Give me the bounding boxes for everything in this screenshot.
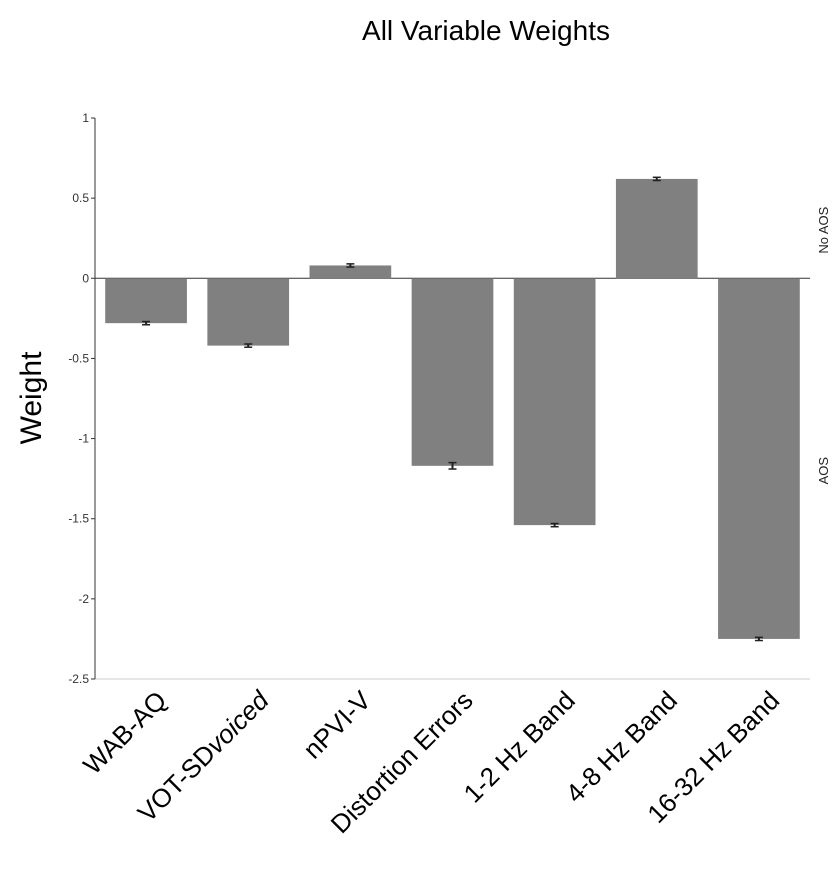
bar [513, 278, 596, 526]
bar [718, 278, 800, 639]
y-tick-label: -2.5 [68, 672, 89, 686]
side-annotation: AOS [816, 457, 831, 485]
y-tick-label: -1.5 [68, 512, 89, 526]
error-bar [346, 263, 355, 268]
x-tick-label: nPVI-V [297, 685, 377, 765]
bars-group [105, 176, 800, 642]
y-tick-label: 0 [82, 271, 89, 285]
side-annotation: No AOS [816, 206, 831, 253]
x-tick-label-italic-part: voiced [200, 684, 275, 759]
right-annotations: No AOS AOS [816, 206, 831, 484]
bar [411, 278, 494, 466]
error-bar [448, 461, 457, 470]
bar [615, 178, 698, 279]
y-tick-label: 1 [82, 111, 89, 125]
y-tick-label: 0.5 [72, 191, 89, 205]
x-tick-label: WAB-AQ [77, 685, 172, 780]
error-bar [652, 176, 661, 182]
x-tick-label-part: VOT-SD [132, 738, 222, 828]
y-tick-label: -2 [78, 592, 89, 606]
y-tick-label: -1 [78, 432, 89, 446]
error-bar [244, 343, 253, 348]
y-tick-label: -0.5 [68, 351, 89, 365]
bar [309, 265, 392, 279]
bar [207, 278, 290, 346]
y-axis-label: Weight [15, 351, 48, 444]
error-bar [550, 522, 559, 528]
y-axis: 1 0.5 0 -0.5 -1 -1.5 -2 -2.5 [68, 111, 96, 686]
chart-title: All Variable Weights [362, 15, 610, 46]
bar [105, 278, 187, 324]
x-tick-label-part: nPVI-V [297, 685, 377, 765]
error-bar [142, 320, 151, 326]
error-bar [754, 636, 763, 642]
x-tick-label-part: WAB-AQ [77, 685, 172, 780]
